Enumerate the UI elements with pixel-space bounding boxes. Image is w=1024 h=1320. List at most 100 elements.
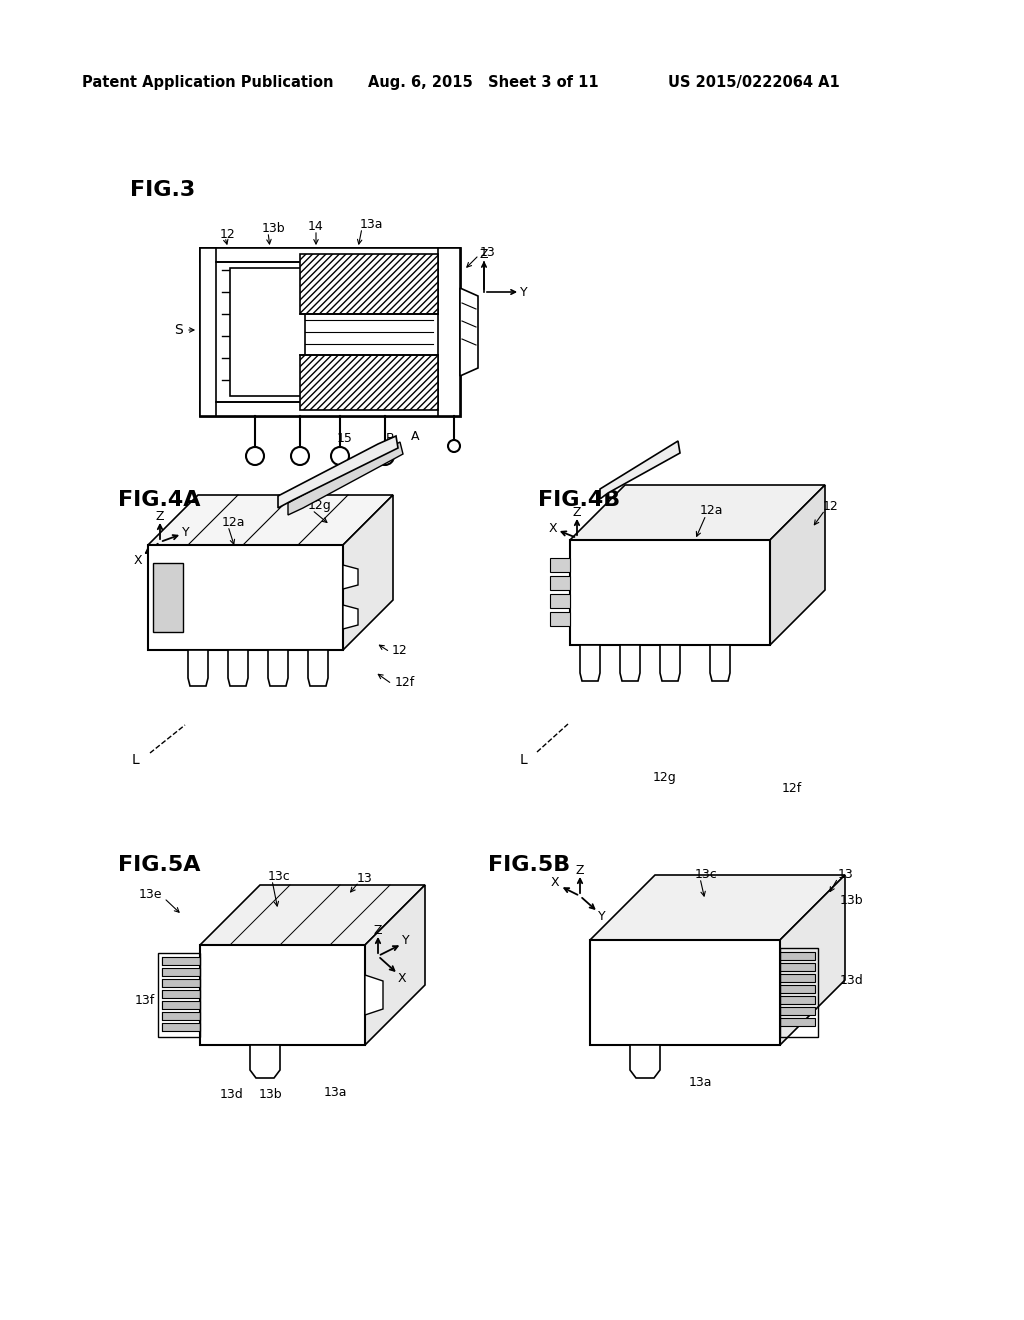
Polygon shape (780, 997, 815, 1005)
Polygon shape (550, 594, 570, 609)
Polygon shape (365, 884, 425, 1045)
Text: Aug. 6, 2015   Sheet 3 of 11: Aug. 6, 2015 Sheet 3 of 11 (368, 74, 599, 90)
Text: X: X (549, 521, 557, 535)
Text: 12f: 12f (395, 676, 416, 689)
Text: Y: Y (402, 935, 410, 948)
Polygon shape (268, 649, 288, 686)
Polygon shape (550, 558, 570, 572)
Text: 12: 12 (392, 644, 408, 656)
Polygon shape (162, 1001, 200, 1008)
Text: L: L (520, 752, 527, 767)
Polygon shape (200, 248, 460, 261)
Polygon shape (200, 248, 216, 416)
Text: Z: Z (480, 248, 488, 260)
Text: 12f: 12f (782, 781, 802, 795)
Text: Y: Y (598, 909, 606, 923)
Polygon shape (162, 979, 200, 987)
Polygon shape (780, 985, 815, 993)
Text: X: X (134, 553, 142, 566)
Polygon shape (153, 564, 183, 632)
Polygon shape (200, 248, 460, 416)
Polygon shape (343, 495, 393, 649)
Circle shape (376, 447, 394, 465)
Circle shape (331, 447, 349, 465)
Polygon shape (570, 484, 825, 540)
Text: FIG.5A: FIG.5A (118, 855, 201, 875)
Text: 13b: 13b (258, 1089, 282, 1101)
Text: 13a: 13a (688, 1076, 712, 1089)
Polygon shape (188, 649, 208, 686)
Text: 13b: 13b (262, 223, 286, 235)
Text: 13d: 13d (220, 1089, 244, 1101)
Polygon shape (288, 442, 403, 515)
Text: 13c: 13c (695, 867, 718, 880)
Text: 15: 15 (337, 432, 353, 445)
Polygon shape (365, 975, 383, 1015)
Circle shape (246, 447, 264, 465)
Text: 13a: 13a (360, 219, 384, 231)
Text: X: X (551, 876, 559, 890)
Text: 12: 12 (220, 227, 236, 240)
Text: Y: Y (520, 285, 527, 298)
Text: 13: 13 (357, 871, 373, 884)
Text: FIG.4B: FIG.4B (538, 490, 621, 510)
Polygon shape (550, 612, 570, 626)
Polygon shape (580, 645, 600, 681)
Text: L: L (132, 752, 139, 767)
Text: Patent Application Publication: Patent Application Publication (82, 74, 334, 90)
Polygon shape (278, 436, 398, 508)
Polygon shape (200, 884, 425, 945)
Polygon shape (148, 545, 343, 649)
Text: 13b: 13b (840, 894, 863, 907)
Text: A: A (411, 430, 419, 444)
Text: 13d: 13d (840, 974, 864, 986)
Polygon shape (230, 268, 305, 396)
Polygon shape (600, 441, 680, 499)
Text: 13c: 13c (268, 870, 291, 883)
Text: FIG.4A: FIG.4A (118, 490, 201, 510)
Text: Z: Z (575, 863, 585, 876)
Polygon shape (200, 945, 365, 1045)
Polygon shape (200, 403, 460, 416)
Polygon shape (162, 1023, 200, 1031)
Text: 13: 13 (480, 246, 496, 259)
Polygon shape (590, 875, 845, 940)
Polygon shape (460, 288, 478, 376)
Polygon shape (780, 964, 815, 972)
Circle shape (291, 447, 309, 465)
Text: 13f: 13f (135, 994, 155, 1006)
Polygon shape (228, 649, 248, 686)
Polygon shape (780, 952, 815, 960)
Text: 13e: 13e (138, 888, 162, 902)
Text: US 2015/0222064 A1: US 2015/0222064 A1 (668, 74, 840, 90)
Circle shape (449, 440, 460, 451)
Text: Y: Y (595, 552, 603, 565)
Polygon shape (343, 565, 358, 589)
Polygon shape (630, 1045, 660, 1078)
Polygon shape (300, 355, 438, 411)
Polygon shape (162, 968, 200, 975)
Polygon shape (162, 1012, 200, 1020)
Polygon shape (780, 974, 815, 982)
Text: 12a: 12a (700, 504, 724, 517)
Text: Z: Z (156, 510, 164, 523)
Polygon shape (250, 1045, 280, 1078)
Text: S: S (174, 323, 183, 337)
Polygon shape (770, 484, 825, 645)
Text: Y: Y (182, 525, 189, 539)
Polygon shape (148, 495, 393, 545)
Text: FIG.3: FIG.3 (130, 180, 196, 201)
Text: 12: 12 (823, 499, 839, 512)
Polygon shape (780, 1018, 815, 1026)
Polygon shape (590, 940, 780, 1045)
Text: 14: 14 (308, 219, 324, 232)
Polygon shape (550, 576, 570, 590)
Text: Z: Z (374, 924, 382, 936)
Text: B: B (386, 432, 394, 445)
Text: 12g: 12g (308, 499, 332, 512)
Text: FIG.5B: FIG.5B (488, 855, 570, 875)
Polygon shape (780, 1007, 815, 1015)
Text: 12a: 12a (222, 516, 246, 528)
Polygon shape (780, 875, 845, 1045)
Polygon shape (162, 990, 200, 998)
